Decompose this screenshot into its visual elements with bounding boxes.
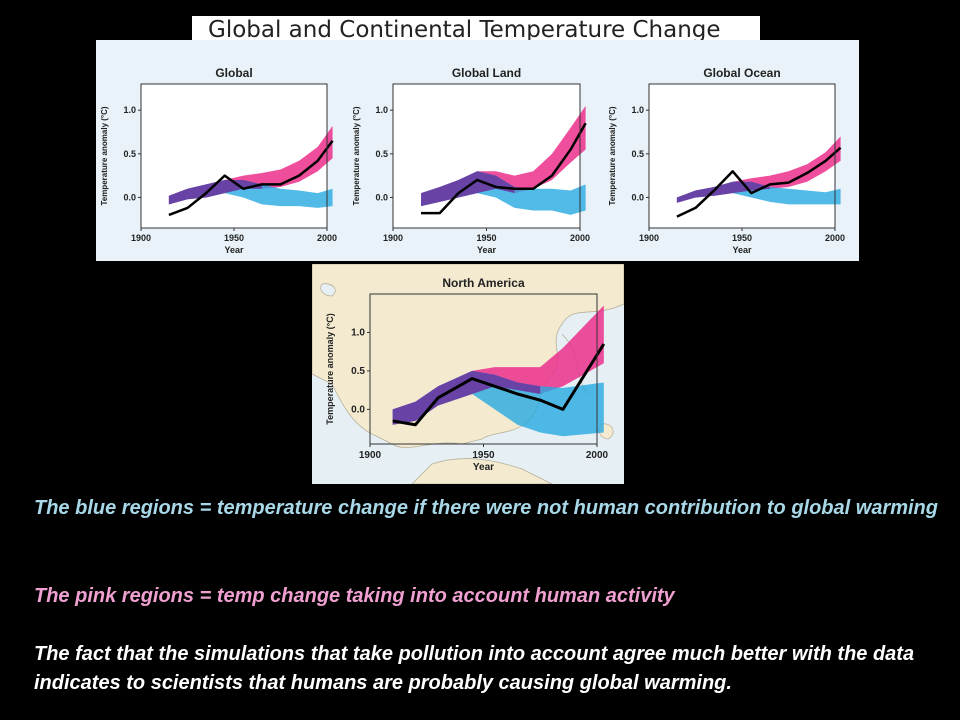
land-mass-south (411, 458, 553, 484)
north-america-map-panel: 1900 1950 2000 0.0 0.5 1.0 North America Year Te… (312, 264, 624, 484)
x-tick-label: 1950 (732, 233, 752, 243)
chart-title: Global Land (452, 66, 521, 80)
x-tick-label: 2000 (586, 450, 609, 461)
chart-global: 1900 1950 2000 0.0 0.5 1.0 Global Year Temperatu… (100, 66, 337, 255)
conclusion-caption: The fact that the simulations that take … (34, 643, 915, 694)
slide-title: Global and Continental Temperature Chang… (192, 16, 760, 44)
chart-global-ocean: 1900 1950 2000 0.0 0.5 1.0 Global Ocean Year Tem… (608, 66, 845, 255)
y-tick-label: 0.0 (631, 192, 644, 202)
y-axis-label: Temperature anomaly (°C) (608, 106, 617, 205)
observed-line (676, 146, 842, 218)
observed-line (168, 139, 334, 217)
chart-title: North America (442, 276, 525, 290)
x-axis-label: Year (732, 245, 752, 255)
x-tick-label: 1950 (476, 233, 496, 243)
x-tick-label: 1900 (359, 450, 382, 461)
x-tick-label: 1950 (224, 233, 244, 243)
island-small (320, 283, 336, 297)
x-axis-label: Year (477, 245, 497, 255)
plot-area (649, 84, 835, 228)
y-tick-label: 1.0 (123, 105, 136, 115)
y-tick-label: 0.0 (351, 404, 365, 415)
y-axis-label: Temperature anomaly (°C) (325, 313, 335, 424)
y-tick-label: 0.0 (375, 192, 388, 202)
overlap-band (392, 370, 541, 425)
x-tick-label: 1900 (639, 233, 659, 243)
chart-global-land: 1900 1950 2000 0.0 0.5 1.0 Global Land Year Temp… (352, 66, 590, 255)
chart-title: Global Ocean (703, 66, 780, 80)
y-tick-label: 1.0 (631, 105, 644, 115)
y-axis-label: Temperature anomaly (°C) (352, 106, 361, 205)
pink-regions-caption: The pink regions = temp change taking in… (34, 585, 675, 607)
x-tick-label: 1900 (383, 233, 403, 243)
observed-line (392, 343, 606, 427)
y-tick-label: 1.0 (351, 327, 365, 338)
x-axis-label: Year (224, 245, 244, 255)
y-tick-label: 1.0 (375, 105, 388, 115)
x-tick-label: 2000 (317, 233, 337, 243)
global-charts-svg: 1900 1950 2000 0.0 0.5 1.0 Global Year Temperatu… (100, 66, 845, 255)
x-tick-label: 1900 (131, 233, 151, 243)
y-tick-label: 0.5 (375, 149, 388, 159)
observed-line (421, 122, 587, 215)
y-tick-label: 0.5 (351, 366, 365, 377)
plot-area (141, 84, 327, 228)
y-tick-label: 0.0 (123, 192, 136, 202)
y-axis-label: Temperature anomaly (°C) (100, 106, 109, 205)
y-tick-label: 0.5 (631, 149, 644, 159)
global-charts-panel: 1900 1950 2000 0.0 0.5 1.0 Global Year Temperatu… (96, 40, 859, 261)
x-tick-label: 1950 (472, 450, 495, 461)
x-tick-label: 2000 (825, 233, 845, 243)
chart-title: Global (215, 66, 252, 80)
chart-north-america: 1900 1950 2000 0.0 0.5 1.0 North America Year Te… (325, 276, 609, 473)
x-axis-label: Year (473, 462, 494, 473)
blue-regions-caption: The blue regions = temperature change if… (34, 497, 938, 519)
y-tick-label: 0.5 (123, 149, 136, 159)
map-background (312, 264, 624, 484)
overlap-band (421, 171, 515, 207)
north-america-chart-svg: 1900 1950 2000 0.0 0.5 1.0 North America Year Te… (312, 264, 624, 484)
x-tick-label: 2000 (570, 233, 590, 243)
